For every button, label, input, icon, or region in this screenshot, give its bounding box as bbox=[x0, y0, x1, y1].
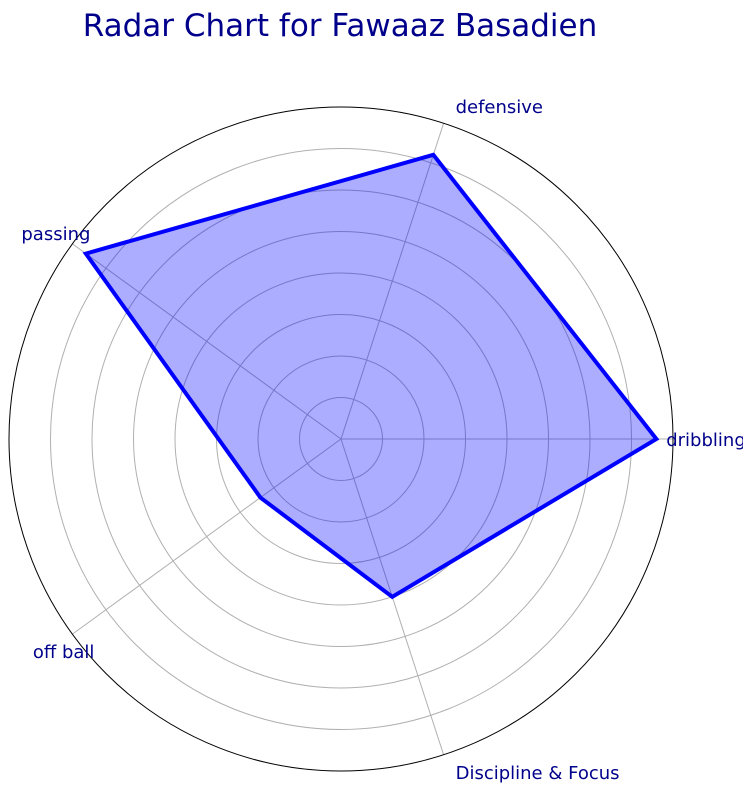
series-layer bbox=[82, 152, 660, 600]
polar-frame bbox=[8, 106, 674, 772]
chart-title: Radar Chart for Fawaaz Basadien bbox=[83, 8, 598, 44]
grid-spoke bbox=[72, 438, 342, 635]
axis-labels: dribbling defensive passing off ball Discipl… bbox=[21, 97, 743, 784]
grid-spoke bbox=[340, 123, 445, 440]
axis-label-passing: passing bbox=[21, 224, 90, 245]
axis-label-discipline-focus: Discipline & Focus bbox=[456, 763, 620, 784]
grid-spoke bbox=[72, 243, 342, 440]
axis-label-off-ball: off ball bbox=[33, 642, 95, 663]
axis-label-dribbling: dribbling bbox=[666, 430, 743, 451]
series-area bbox=[85, 154, 657, 597]
series-line bbox=[82, 152, 660, 600]
axis-label-defensive: defensive bbox=[456, 97, 543, 118]
